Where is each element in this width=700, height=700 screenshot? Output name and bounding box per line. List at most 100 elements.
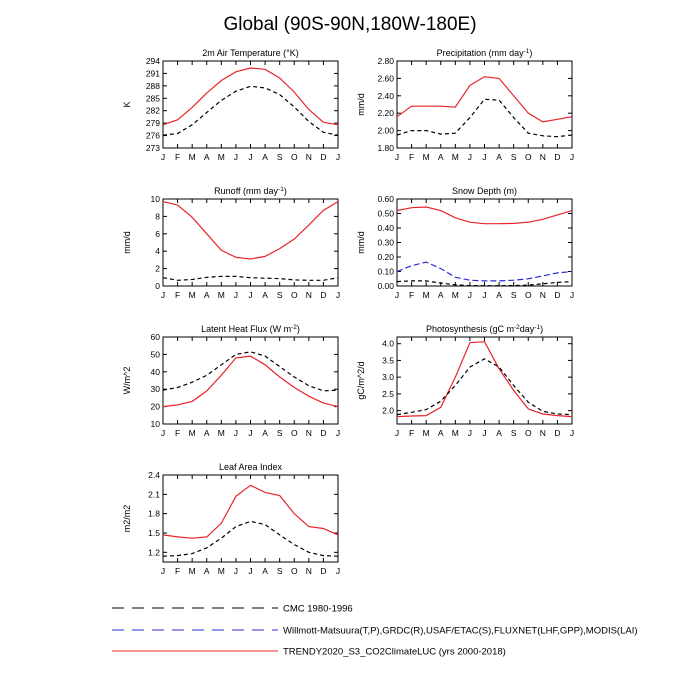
x-tick-label: D — [320, 290, 326, 300]
y-tick-label: 4 — [155, 246, 160, 256]
y-tick-label: 294 — [146, 56, 160, 66]
series-line-obs — [396, 261, 573, 282]
y-tick-label: 2.00 — [377, 126, 394, 136]
x-tick-label: J — [482, 290, 486, 300]
x-tick-label: M — [423, 290, 430, 300]
y-tick-label: 0.40 — [377, 223, 394, 233]
x-tick-label: N — [540, 428, 546, 438]
series-line-trendy — [162, 355, 339, 408]
x-tick-label: J — [248, 566, 252, 576]
x-tick-label: J — [395, 152, 399, 162]
x-tick-label: O — [291, 290, 298, 300]
plot-frame — [396, 336, 573, 425]
x-tick-label: J — [482, 152, 486, 162]
x-tick-label: J — [482, 428, 486, 438]
y-axis-label: mm/d — [122, 231, 132, 254]
y-tick-label: 10 — [151, 419, 161, 429]
x-tick-label: F — [175, 152, 180, 162]
y-tick-label: 3.0 — [382, 372, 394, 382]
series-line-cmc — [162, 351, 339, 392]
y-tick-label: 2.20 — [377, 108, 394, 118]
x-tick-label: A — [262, 428, 268, 438]
x-tick-label: A — [438, 152, 444, 162]
series-line-cmc — [162, 275, 339, 281]
y-tick-label: 1.5 — [148, 528, 160, 538]
chart-panel-4: Snow Depth (m) mm/d 0.00 0.10 0.20 0.30 0.40 0.… — [356, 186, 574, 300]
legend-label-obs: Willmott-Matsuura(T,P),GRDC(R),USAF/ETAC… — [283, 626, 638, 637]
x-tick-label: D — [554, 152, 560, 162]
y-tick-label: 0.50 — [377, 209, 394, 219]
x-tick-label: S — [511, 290, 517, 300]
series-line-cmc — [162, 520, 339, 557]
x-tick-label: M — [218, 428, 225, 438]
figure-title: Global (90S-90N,180W-180E) — [223, 14, 476, 35]
y-tick-label: 2.80 — [377, 56, 394, 66]
x-tick-label: A — [496, 428, 502, 438]
y-tick-label: 0.10 — [377, 267, 394, 277]
x-tick-label: S — [277, 152, 283, 162]
x-tick-label: M — [423, 428, 430, 438]
x-tick-label: O — [291, 152, 298, 162]
y-tick-label: 6 — [155, 229, 160, 239]
x-tick-label: J — [336, 566, 340, 576]
y-tick-label: 0 — [155, 281, 160, 291]
chart-title: Latent Heat Flux (W m-2) — [201, 324, 300, 335]
y-axis-label: W/m^2 — [122, 367, 132, 395]
chart-title: Runoff (mm day-1) — [214, 186, 287, 197]
x-tick-label: A — [438, 290, 444, 300]
plot-frame — [396, 60, 573, 149]
x-tick-label: J — [336, 152, 340, 162]
x-tick-label: A — [496, 290, 502, 300]
y-tick-label: 60 — [151, 332, 161, 342]
y-tick-label: 291 — [146, 68, 160, 78]
x-tick-label: M — [218, 566, 225, 576]
x-tick-label: M — [452, 290, 459, 300]
y-tick-label: 30 — [151, 384, 161, 394]
x-tick-label: J — [395, 290, 399, 300]
x-tick-label: M — [189, 290, 196, 300]
plot-frame — [162, 198, 339, 287]
y-axis-label: mm/d — [356, 231, 366, 254]
y-tick-label: 1.80 — [377, 143, 394, 153]
series-line-cmc — [396, 358, 573, 416]
x-tick-label: D — [320, 152, 326, 162]
plot-frame — [396, 198, 573, 287]
series-line-cmc — [396, 98, 573, 138]
y-tick-label: 20 — [151, 402, 161, 412]
x-tick-label: F — [409, 290, 414, 300]
x-tick-label: N — [540, 152, 546, 162]
x-tick-label: M — [218, 152, 225, 162]
x-tick-label: N — [306, 428, 312, 438]
x-tick-label: A — [438, 428, 444, 438]
y-axis-label: gC/m^2/d — [356, 361, 366, 399]
x-tick-label: A — [262, 566, 268, 576]
series-line-cmc — [162, 85, 339, 136]
x-tick-label: F — [409, 152, 414, 162]
legend-item-obs: Willmott-Matsuura(T,P),GRDC(R),USAF/ETAC… — [112, 626, 638, 637]
x-tick-label: A — [204, 428, 210, 438]
y-tick-label: 282 — [146, 106, 160, 116]
y-tick-label: 0.30 — [377, 238, 394, 248]
y-axis-label: mm/d — [356, 93, 366, 116]
series-line-trendy — [396, 206, 573, 225]
x-tick-label: O — [525, 290, 532, 300]
panels-group: 2m Air Temperature (°K) K 273 276 279 282 285 2… — [122, 48, 574, 577]
y-tick-label: 8 — [155, 211, 160, 221]
x-tick-label: A — [204, 152, 210, 162]
x-tick-label: A — [262, 290, 268, 300]
x-tick-label: J — [468, 428, 472, 438]
x-tick-label: D — [320, 428, 326, 438]
x-tick-label: J — [161, 290, 165, 300]
x-tick-label: F — [409, 428, 414, 438]
x-tick-label: D — [554, 290, 560, 300]
chart-title: Precipitation (mm day-1) — [437, 48, 533, 59]
legend-item-cmc: CMC 1980-1996 — [112, 604, 353, 615]
x-tick-label: J — [161, 428, 165, 438]
x-tick-label: J — [395, 428, 399, 438]
x-tick-label: F — [175, 428, 180, 438]
chart-title: Leaf Area Index — [219, 462, 283, 472]
chart-panel-2: Precipitation (mm day-1) mm/d 1.80 2.00 2.20… — [356, 48, 574, 163]
x-tick-label: J — [570, 428, 574, 438]
